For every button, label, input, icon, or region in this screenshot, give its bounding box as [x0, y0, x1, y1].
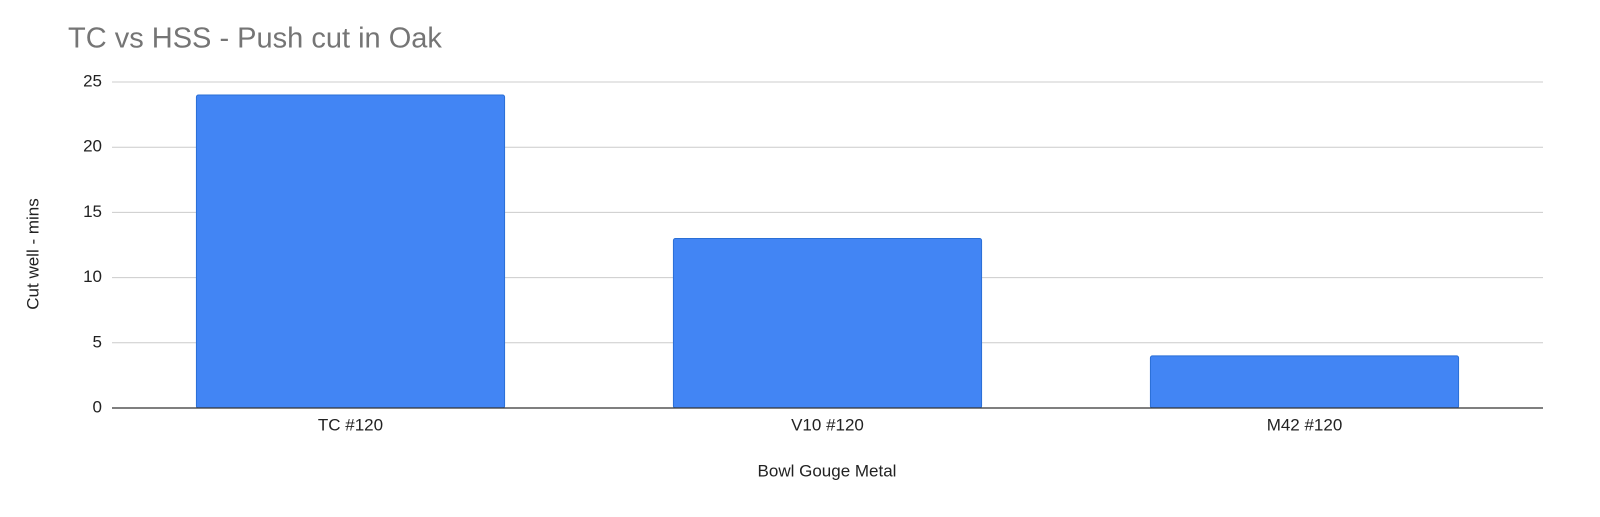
x-axis-label: Bowl Gouge Metal [758, 461, 897, 480]
y-tick-label: 5 [93, 332, 102, 351]
x-tick-label: V10 #120 [791, 415, 864, 434]
x-tick-label: TC #120 [318, 415, 383, 434]
y-tick-label: 10 [83, 267, 102, 286]
y-axis-label: Cut well - mins [23, 198, 42, 309]
y-tick-label: 15 [83, 202, 102, 221]
bar [672, 237, 983, 409]
x-tick-label: M42 #120 [1267, 415, 1343, 434]
bar [195, 94, 506, 409]
y-tick-label: 0 [93, 397, 102, 416]
chart-title: TC vs HSS - Push cut in Oak [68, 23, 442, 55]
bar [1149, 355, 1460, 409]
y-tick-label: 20 [83, 137, 102, 156]
y-tick-label: 25 [83, 71, 102, 90]
